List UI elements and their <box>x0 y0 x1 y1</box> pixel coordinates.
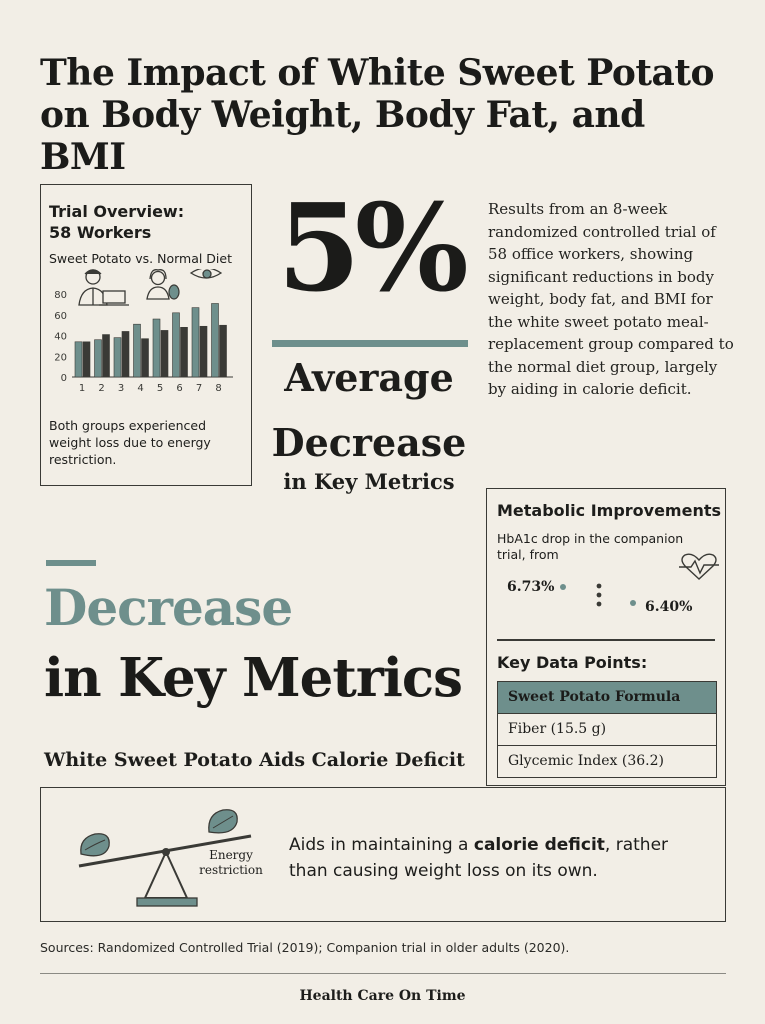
decrease-accent-dash <box>46 560 96 566</box>
x-tick-label: 4 <box>137 383 143 394</box>
key-points-row: Fiber (15.5 g) <box>498 713 716 745</box>
doctor-icon <box>78 269 108 306</box>
chart-bar <box>160 330 169 378</box>
sweet-potato-icon <box>168 284 180 300</box>
eye-icon <box>189 269 223 279</box>
x-tick-label: 3 <box>118 383 124 394</box>
key-points-table: Sweet Potato Formula Fiber (15.5 g) Glyc… <box>497 681 717 778</box>
key-points-title: Key Data Points: <box>497 653 648 672</box>
heart-pulse-icon <box>679 553 719 580</box>
trial-heading-line1: Trial Overview: <box>49 202 185 221</box>
results-paragraph: Results from an 8-week randomized contro… <box>488 200 734 398</box>
bars <box>74 303 227 378</box>
energy-restriction-label: Energy restriction <box>199 848 263 877</box>
x-tick-label: 5 <box>157 383 163 394</box>
chart-bar <box>74 341 83 378</box>
trial-heading-line2: 58 Workers <box>49 223 152 242</box>
chart-bar <box>219 324 227 378</box>
y-tick-label: 20 <box>54 352 67 363</box>
key-points-header: Sweet Potato Formula <box>498 682 716 713</box>
stat-line1: Average <box>284 355 454 400</box>
chart-bar <box>172 312 180 378</box>
y-tick-label: 40 <box>54 332 67 343</box>
page-title: The Impact of White Sweet Potato on Body… <box>40 52 714 179</box>
metabolic-subtitle: HbA1c drop in the companion trial, from <box>497 531 684 562</box>
stat-divider <box>272 340 468 347</box>
calorie-deficit-card: Energy restriction Aids in maintaining a… <box>40 787 726 922</box>
sweet-potato-icon <box>208 809 238 834</box>
calorie-deficit-heading: White Sweet Potato Aids Calorie Deficit <box>44 749 465 771</box>
y-tick-label: 60 <box>54 311 67 322</box>
x-tick-label: 2 <box>98 383 104 394</box>
calorie-text-after: , rather than causing weight loss on its… <box>289 835 669 881</box>
calorie-text-before: Aids in maintaining a <box>289 835 474 855</box>
chart-bar <box>141 338 149 378</box>
footer-divider <box>40 973 726 974</box>
calorie-text: Aids in maintaining a calorie deficit, r… <box>289 832 709 884</box>
hba1c-from: 6.73% <box>507 579 555 595</box>
trial-chart: 0 20 40 60 80 1 2 3 4 5 6 7 8 <box>54 269 233 394</box>
trial-subtitle: Sweet Potato vs. Normal Diet <box>49 251 232 266</box>
sources: Sources: Randomized Controlled Trial (20… <box>40 940 570 955</box>
chart-bar <box>121 331 130 378</box>
x-tick-label: 7 <box>196 383 202 394</box>
stat-line3: in Key Metrics <box>283 469 455 494</box>
calorie-text-bold: calorie deficit <box>473 835 605 855</box>
y-tick-label: 80 <box>54 290 67 301</box>
footer-brand: Health Care On Time <box>299 988 466 1004</box>
trial-note: Both groups experienced weight loss due … <box>49 418 211 467</box>
x-axis: 1 2 3 4 5 6 7 8 <box>79 383 222 394</box>
chart-bar <box>191 307 200 378</box>
decrease-line1: Decrease <box>44 578 293 637</box>
x-tick-label: 8 <box>215 383 221 394</box>
trial-heading: Trial Overview: 58 Workers <box>49 201 184 243</box>
chart-bar <box>152 318 161 378</box>
laptop-icon <box>99 290 129 306</box>
chart-bar <box>180 327 188 378</box>
key-points-row: Glycemic Index (36.2) <box>498 745 716 777</box>
trial-overview-card: Trial Overview: 58 Workers Sweet Potato … <box>40 184 252 486</box>
stat-line2: Decrease <box>271 420 467 465</box>
chart-bar <box>211 303 219 378</box>
woman-icon <box>146 269 170 300</box>
sweet-potato-icon <box>80 833 110 857</box>
chart-bar <box>102 334 110 378</box>
metabolic-title: Metabolic Improvements <box>497 501 722 520</box>
stat-value: 5% <box>277 178 469 319</box>
decrease-line2: in Key Metrics <box>44 647 463 709</box>
chart-bar <box>82 341 91 378</box>
x-tick-label: 6 <box>176 383 182 394</box>
seesaw-icon <box>78 809 252 907</box>
metabolic-card: Metabolic Improvements HbA1c drop in the… <box>486 488 726 786</box>
y-tick-label: 0 <box>61 373 67 384</box>
chart-bar <box>199 325 208 378</box>
chart-bar <box>94 339 102 378</box>
x-tick-label: 1 <box>79 383 85 394</box>
chart-bar <box>113 337 122 378</box>
hba1c-to: 6.40% <box>645 599 693 615</box>
metabolic-divider <box>497 639 715 641</box>
hba1c-trend-dots <box>560 583 636 607</box>
chart-bar <box>133 323 141 378</box>
